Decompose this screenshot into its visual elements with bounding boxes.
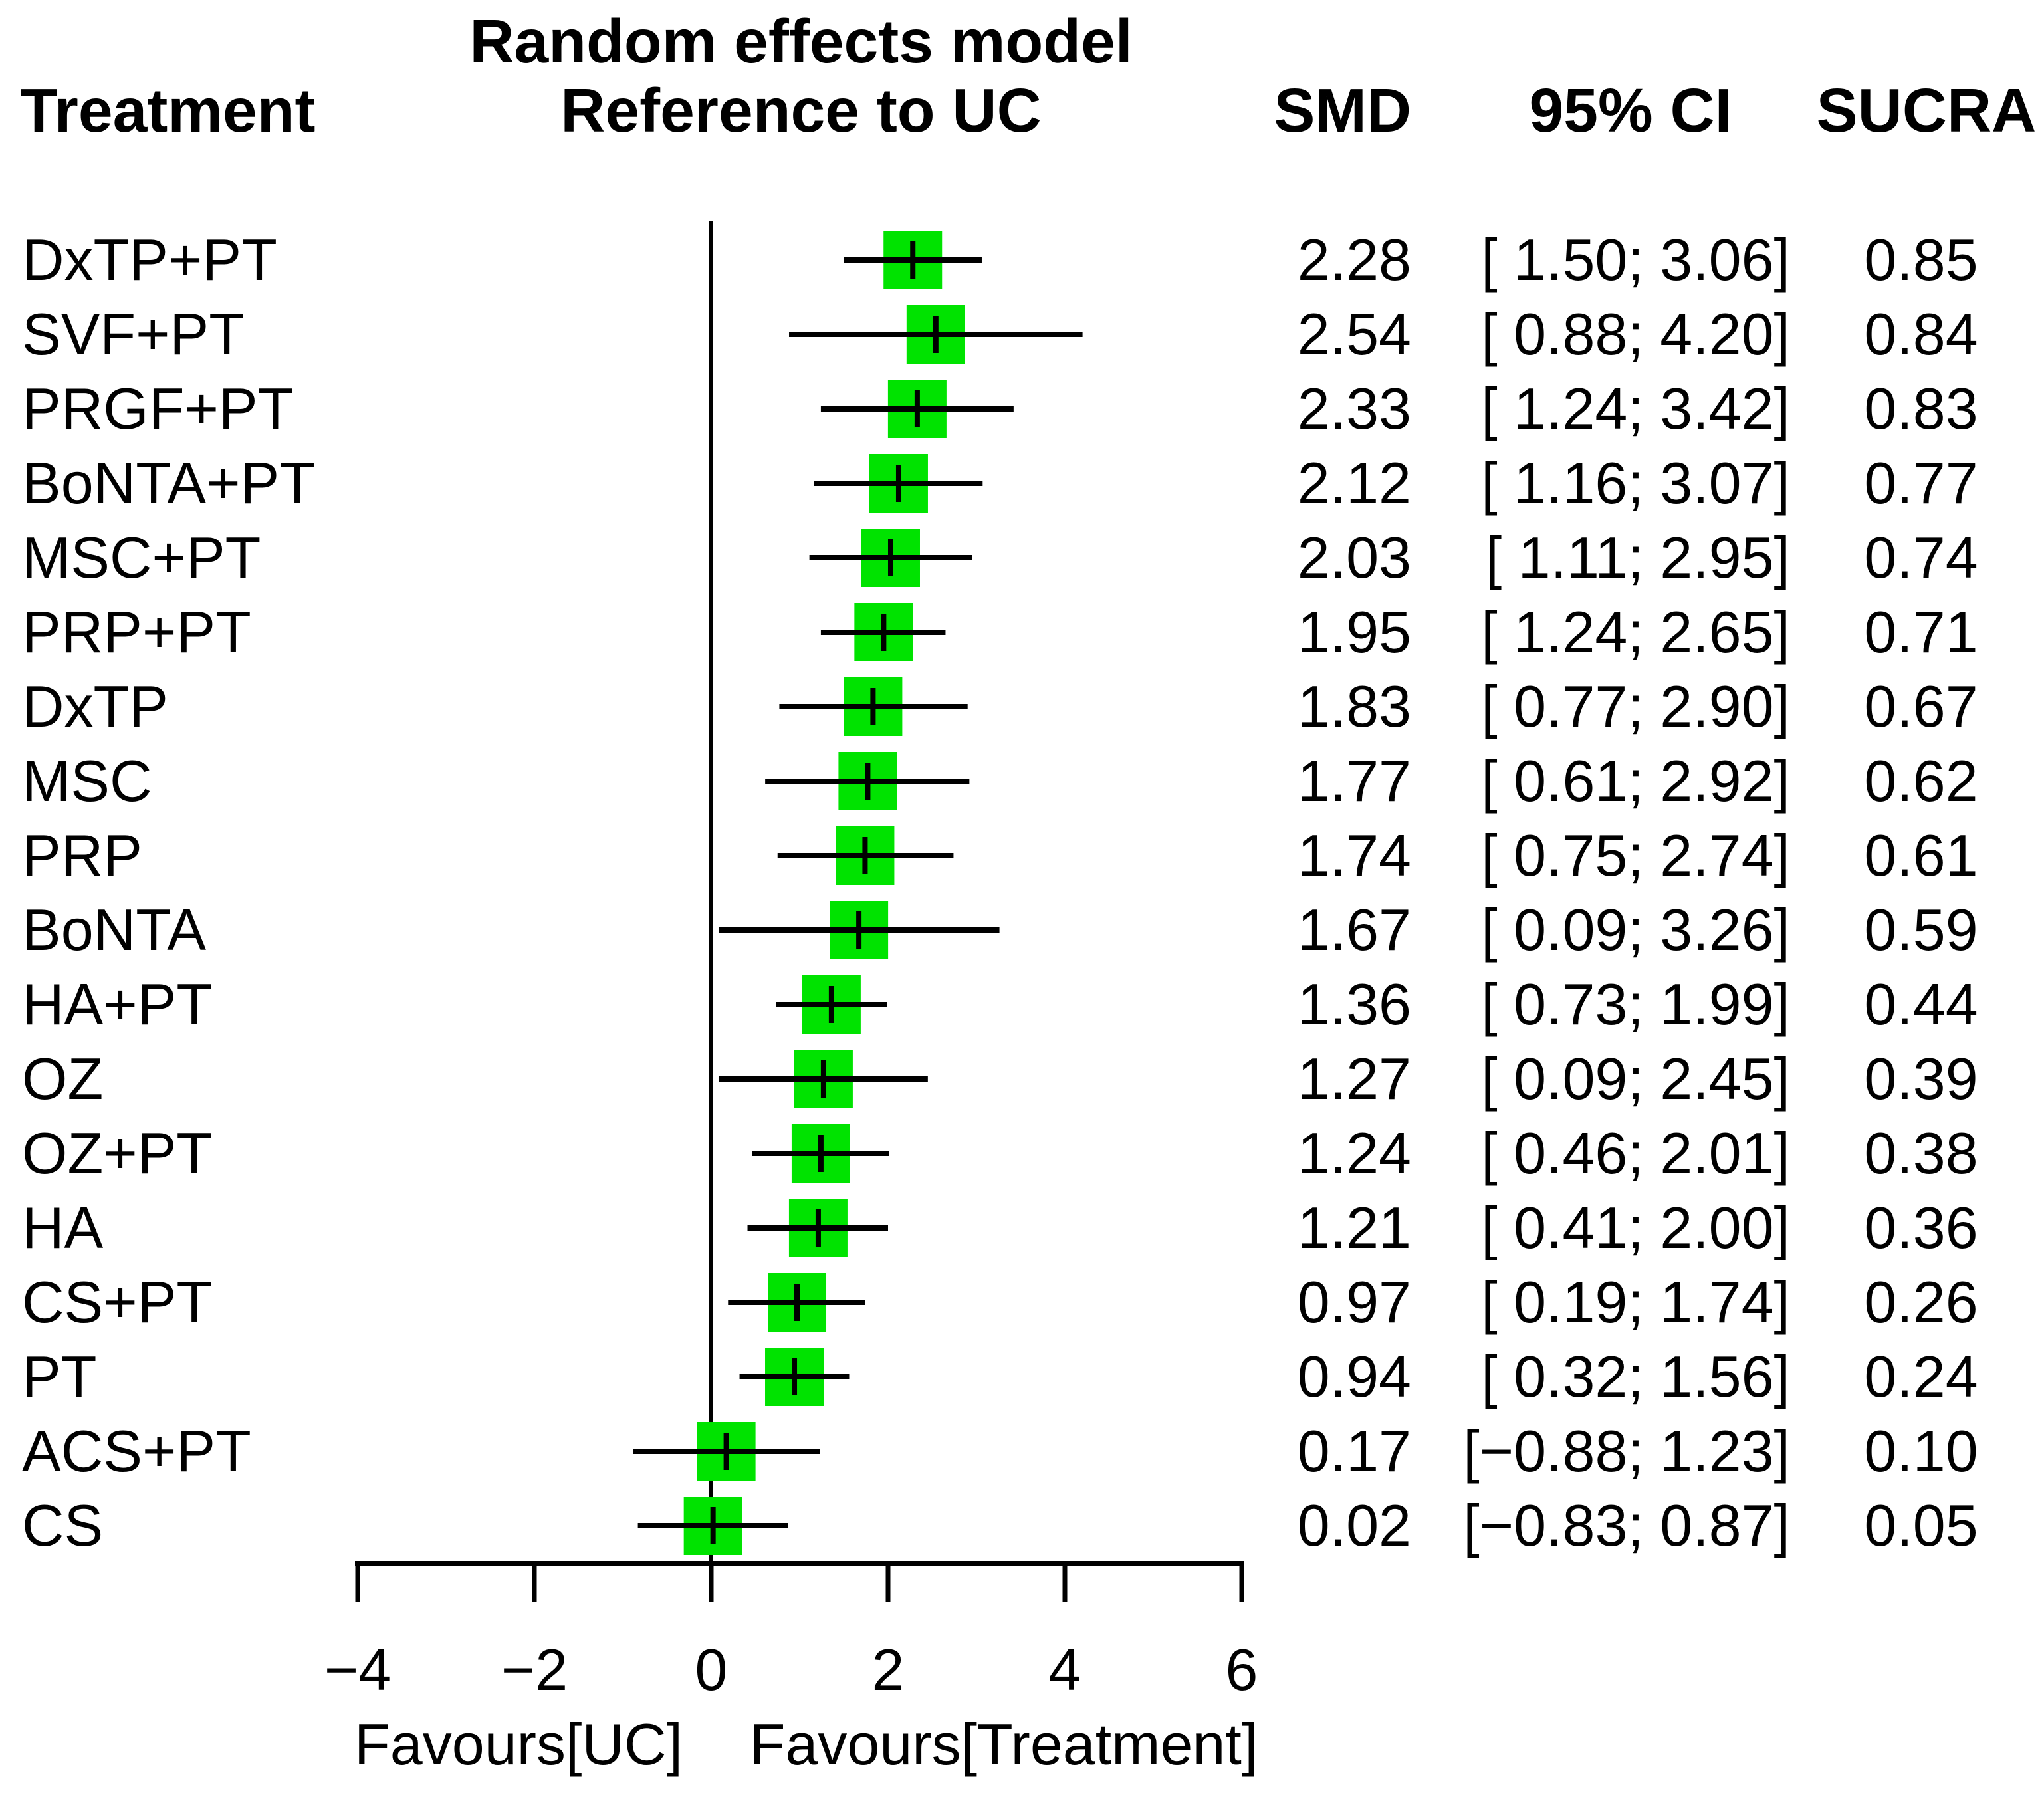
treatment-label: PRGF+PT <box>22 376 294 441</box>
smd-value: 2.03 <box>1297 525 1411 590</box>
sucra-value: 0.26 <box>1864 1269 1978 1335</box>
sucra-value: 0.39 <box>1864 1046 1978 1112</box>
ci-value: [ 0.09; 3.26] <box>1481 897 1790 963</box>
ci-value: [ 0.46; 2.01] <box>1481 1120 1790 1186</box>
smd-value: 2.28 <box>1297 227 1411 293</box>
smd-value: 1.77 <box>1297 748 1411 814</box>
treatment-label: BoNTA+PT <box>22 450 315 516</box>
sucra-value: 0.38 <box>1864 1120 1978 1186</box>
smd-value: 1.24 <box>1297 1120 1411 1186</box>
column-header-ci: 95% CI <box>1529 76 1732 145</box>
treatment-label: MSC+PT <box>22 525 261 590</box>
sucra-value: 0.84 <box>1864 301 1978 367</box>
treatment-label: HA <box>22 1195 104 1260</box>
sucra-value: 0.36 <box>1864 1195 1978 1260</box>
treatment-label: MSC <box>22 748 152 814</box>
column-header-sucra: SUCRA <box>1816 76 2037 145</box>
sucra-value: 0.10 <box>1864 1418 1978 1484</box>
smd-value: 0.02 <box>1297 1493 1411 1558</box>
treatment-label: OZ <box>22 1046 104 1112</box>
x-axis-tick-label: 0 <box>695 1637 728 1703</box>
ci-value: [ 1.16; 3.07] <box>1481 450 1790 516</box>
ci-value: [ 0.19; 1.74] <box>1481 1269 1790 1335</box>
ci-value: [ 0.41; 2.00] <box>1481 1195 1790 1260</box>
treatment-label: DxTP <box>22 673 168 739</box>
x-axis-tick-label: 4 <box>1048 1637 1081 1703</box>
sucra-value: 0.83 <box>1864 376 1978 441</box>
column-header-smd: SMD <box>1274 76 1411 145</box>
ci-value: [ 1.24; 3.42] <box>1481 376 1790 441</box>
treatment-label: BoNTA <box>22 897 207 963</box>
ci-value: [ 0.32; 1.56] <box>1481 1344 1790 1409</box>
smd-value: 0.97 <box>1297 1269 1411 1335</box>
sucra-value: 0.44 <box>1864 971 1978 1037</box>
sucra-value: 0.67 <box>1864 673 1978 739</box>
sucra-value: 0.85 <box>1864 227 1978 293</box>
figure-title-line2: Reference to UC <box>560 76 1042 145</box>
ci-value: [ 1.50; 3.06] <box>1481 227 1790 293</box>
smd-value: 0.17 <box>1297 1418 1411 1484</box>
ci-value: [ 1.24; 2.65] <box>1481 599 1790 665</box>
ci-value: [−0.83; 0.87] <box>1463 1493 1790 1558</box>
treatment-label: SVF+PT <box>22 301 245 367</box>
treatment-label: DxTP+PT <box>22 227 277 293</box>
column-header-treatment: Treatment <box>20 76 316 145</box>
treatment-label: PRP+PT <box>22 599 251 665</box>
smd-value: 1.83 <box>1297 673 1411 739</box>
x-axis-tick-label: −2 <box>501 1637 568 1703</box>
sucra-value: 0.77 <box>1864 450 1978 516</box>
treatment-label: ACS+PT <box>22 1418 251 1484</box>
figure-title-line1: Random effects model <box>469 7 1133 76</box>
smd-value: 1.21 <box>1297 1195 1411 1260</box>
sucra-value: 0.74 <box>1864 525 1978 590</box>
treatment-label: OZ+PT <box>22 1120 213 1186</box>
treatment-label: PRP <box>22 822 142 888</box>
ci-value: [ 0.73; 1.99] <box>1481 971 1790 1037</box>
ci-value: [ 1.11; 2.95] <box>1485 525 1790 590</box>
ci-value: [ 0.61; 2.92] <box>1481 748 1790 814</box>
smd-value: 0.94 <box>1297 1344 1411 1409</box>
smd-value: 2.33 <box>1297 376 1411 441</box>
ci-value: [ 0.75; 2.74] <box>1481 822 1790 888</box>
ci-value: [−0.88; 1.23] <box>1463 1418 1790 1484</box>
treatment-label: HA+PT <box>22 971 213 1037</box>
smd-value: 2.12 <box>1297 450 1411 516</box>
sucra-value: 0.71 <box>1864 599 1978 665</box>
ci-value: [ 0.88; 4.20] <box>1481 301 1790 367</box>
smd-value: 1.95 <box>1297 599 1411 665</box>
sucra-value: 0.59 <box>1864 897 1978 963</box>
sucra-value: 0.61 <box>1864 822 1978 888</box>
smd-value: 1.36 <box>1297 971 1411 1037</box>
x-axis-tick-label: −4 <box>324 1637 392 1703</box>
x-axis-tick-label: 2 <box>871 1637 905 1703</box>
ci-value: [ 0.77; 2.90] <box>1481 673 1790 739</box>
smd-value: 1.27 <box>1297 1046 1411 1112</box>
treatment-label: CS+PT <box>22 1269 213 1335</box>
treatment-label: CS <box>22 1493 104 1558</box>
ci-value: [ 0.09; 2.45] <box>1481 1046 1790 1112</box>
sucra-value: 0.24 <box>1864 1344 1978 1409</box>
smd-value: 1.74 <box>1297 822 1411 888</box>
sucra-value: 0.62 <box>1864 748 1978 814</box>
smd-value: 1.67 <box>1297 897 1411 963</box>
x-axis-tick-label: 6 <box>1225 1637 1258 1703</box>
smd-value: 2.54 <box>1297 301 1411 367</box>
favours-left-label: Favours[UC] <box>354 1711 683 1777</box>
treatment-label: PT <box>22 1344 97 1409</box>
favours-right-label: Favours[Treatment] <box>749 1711 1258 1777</box>
sucra-value: 0.05 <box>1864 1493 1978 1558</box>
